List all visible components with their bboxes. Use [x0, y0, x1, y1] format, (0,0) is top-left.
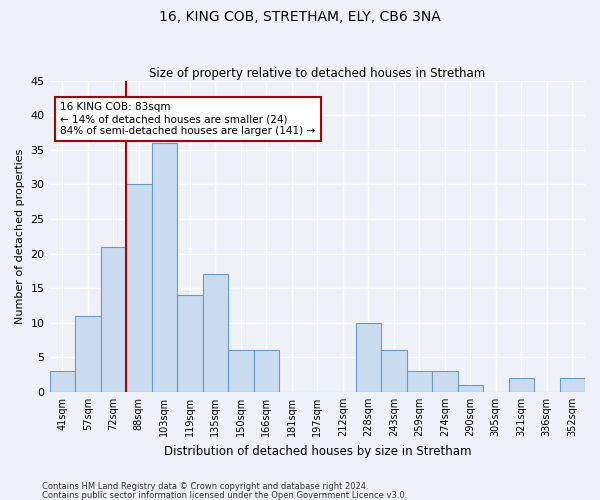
Bar: [509, 378, 534, 392]
Y-axis label: Number of detached properties: Number of detached properties: [15, 148, 25, 324]
Bar: [203, 274, 228, 392]
Bar: [75, 316, 101, 392]
Bar: [458, 385, 483, 392]
Bar: [50, 371, 75, 392]
Text: 16, KING COB, STRETHAM, ELY, CB6 3NA: 16, KING COB, STRETHAM, ELY, CB6 3NA: [159, 10, 441, 24]
Bar: [152, 143, 177, 392]
Bar: [101, 246, 126, 392]
Text: 16 KING COB: 83sqm
← 14% of detached houses are smaller (24)
84% of semi-detache: 16 KING COB: 83sqm ← 14% of detached hou…: [60, 102, 316, 136]
Text: Contains public sector information licensed under the Open Government Licence v3: Contains public sector information licen…: [42, 490, 407, 500]
Bar: [432, 371, 458, 392]
Bar: [126, 184, 152, 392]
X-axis label: Distribution of detached houses by size in Stretham: Distribution of detached houses by size …: [164, 444, 471, 458]
Bar: [228, 350, 254, 392]
Bar: [560, 378, 585, 392]
Bar: [254, 350, 279, 392]
Bar: [356, 323, 381, 392]
Bar: [177, 295, 203, 392]
Bar: [407, 371, 432, 392]
Text: Contains HM Land Registry data © Crown copyright and database right 2024.: Contains HM Land Registry data © Crown c…: [42, 482, 368, 491]
Bar: [381, 350, 407, 392]
Title: Size of property relative to detached houses in Stretham: Size of property relative to detached ho…: [149, 66, 485, 80]
